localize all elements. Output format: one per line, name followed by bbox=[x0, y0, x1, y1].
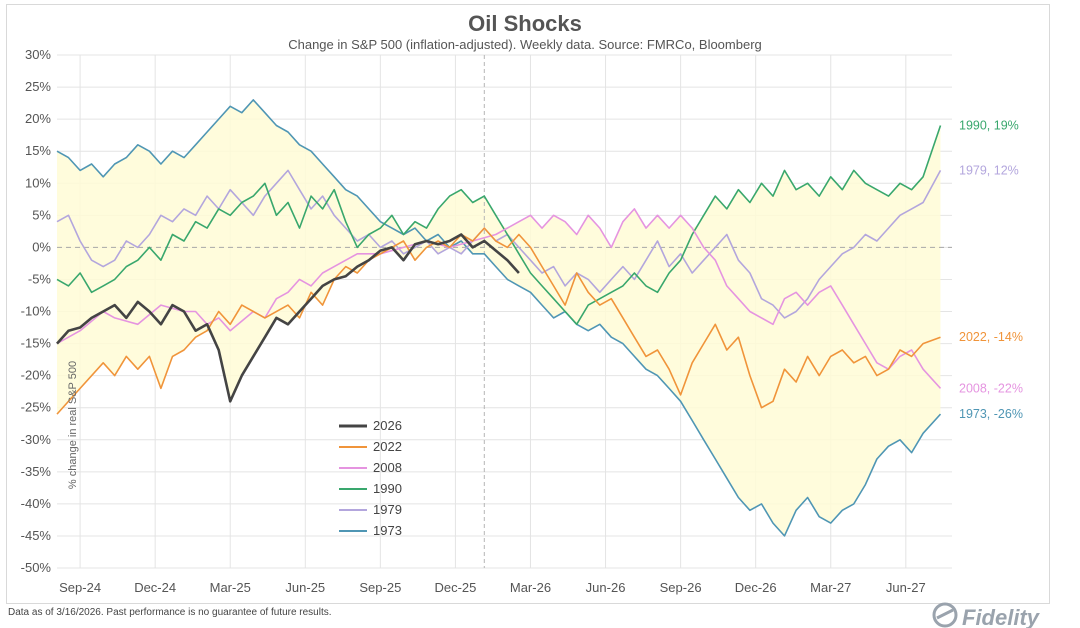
footnote: Data as of 3/16/2026. Past performance i… bbox=[8, 607, 332, 618]
series-line-2022 bbox=[56, 227, 941, 415]
end-labels: 2022, -14% 2008, -22% 1990, 19% 1979, 12% 19… bbox=[959, 119, 1023, 422]
end-label-1979: 1979, 12% bbox=[959, 163, 1019, 177]
y-tick-label: -35% bbox=[21, 464, 52, 479]
x-tick-label: Mar-26 bbox=[510, 580, 551, 595]
legend-label-2008: 2008 bbox=[373, 460, 402, 475]
end-label-2022: 2022, -14% bbox=[959, 330, 1023, 344]
series-lines bbox=[56, 99, 942, 537]
y-tick-label: -5% bbox=[28, 271, 52, 286]
series-line-1990 bbox=[56, 125, 942, 326]
fidelity-swoosh-icon bbox=[932, 602, 958, 628]
x-tick-label: Jun-26 bbox=[586, 580, 626, 595]
y-tick-label: -45% bbox=[21, 528, 52, 543]
chart-title: Oil Shocks bbox=[468, 11, 582, 36]
brand-name: Fidelity bbox=[962, 605, 1041, 628]
chart-subtitle: Change in S&P 500 (inflation-adjusted). … bbox=[288, 37, 762, 52]
x-tick-label: Mar-27 bbox=[810, 580, 851, 595]
chart-svg: Oil Shocks Change in S&P 500 (inflation-… bbox=[21, 11, 1023, 595]
legend-label-2026: 2026 bbox=[373, 418, 402, 433]
x-tick-label: Dec-24 bbox=[134, 580, 176, 595]
legend: 2026 2022 2008 1990 1979 1973 bbox=[339, 418, 402, 538]
series-line-1973 bbox=[56, 99, 942, 537]
fidelity-logo: Fidelity bbox=[932, 602, 1041, 628]
y-tick-label: 0% bbox=[32, 239, 51, 254]
envelope-band bbox=[57, 99, 941, 536]
legend-label-2022: 2022 bbox=[373, 439, 402, 454]
y-tick-label: 15% bbox=[25, 143, 51, 158]
end-label-2008: 2008, -22% bbox=[959, 381, 1023, 395]
y-tick-label: 30% bbox=[25, 47, 51, 62]
x-tick-label: Jun-27 bbox=[886, 580, 926, 595]
chart-frame: Oil Shocks Change in S&P 500 (inflation-… bbox=[6, 4, 1050, 604]
x-tick-label: Dec-25 bbox=[434, 580, 476, 595]
x-tick-label: Jun-25 bbox=[285, 580, 325, 595]
legend-label-1979: 1979 bbox=[373, 502, 402, 517]
end-label-1990: 1990, 19% bbox=[959, 119, 1019, 133]
y-tick-label: 5% bbox=[32, 207, 51, 222]
y-tick-label: 25% bbox=[25, 79, 51, 94]
end-label-1973: 1973, -26% bbox=[959, 407, 1023, 421]
legend-label-1973: 1973 bbox=[373, 523, 402, 538]
y-tick-label: -25% bbox=[21, 400, 52, 415]
y-tick-label: -50% bbox=[21, 560, 52, 575]
x-tick-label: Sep-25 bbox=[359, 580, 401, 595]
y-tick-label: -40% bbox=[21, 496, 52, 511]
x-tick-label: Dec-26 bbox=[735, 580, 777, 595]
axes: 30% 25% 20% 15% 10% 5% 0% -5% -10% -15% -20% -25% -3… bbox=[21, 47, 952, 595]
y-tick-label: -20% bbox=[21, 368, 52, 383]
series-line-2026 bbox=[56, 233, 520, 403]
range-band bbox=[57, 99, 941, 536]
x-tick-label: Mar-25 bbox=[210, 580, 251, 595]
x-tick-label: Sep-24 bbox=[59, 580, 101, 595]
legend-label-1990: 1990 bbox=[373, 481, 402, 496]
y-axis-label: % change in real S&P 500 bbox=[67, 361, 79, 489]
y-tick-label: -30% bbox=[21, 432, 52, 447]
y-tick-label: -15% bbox=[21, 336, 52, 351]
x-tick-label: Sep-26 bbox=[660, 580, 702, 595]
series-line-2008 bbox=[56, 208, 942, 389]
y-tick-label: 20% bbox=[25, 111, 51, 126]
y-tick-label: 10% bbox=[25, 175, 51, 190]
y-tick-label: -10% bbox=[21, 304, 52, 319]
